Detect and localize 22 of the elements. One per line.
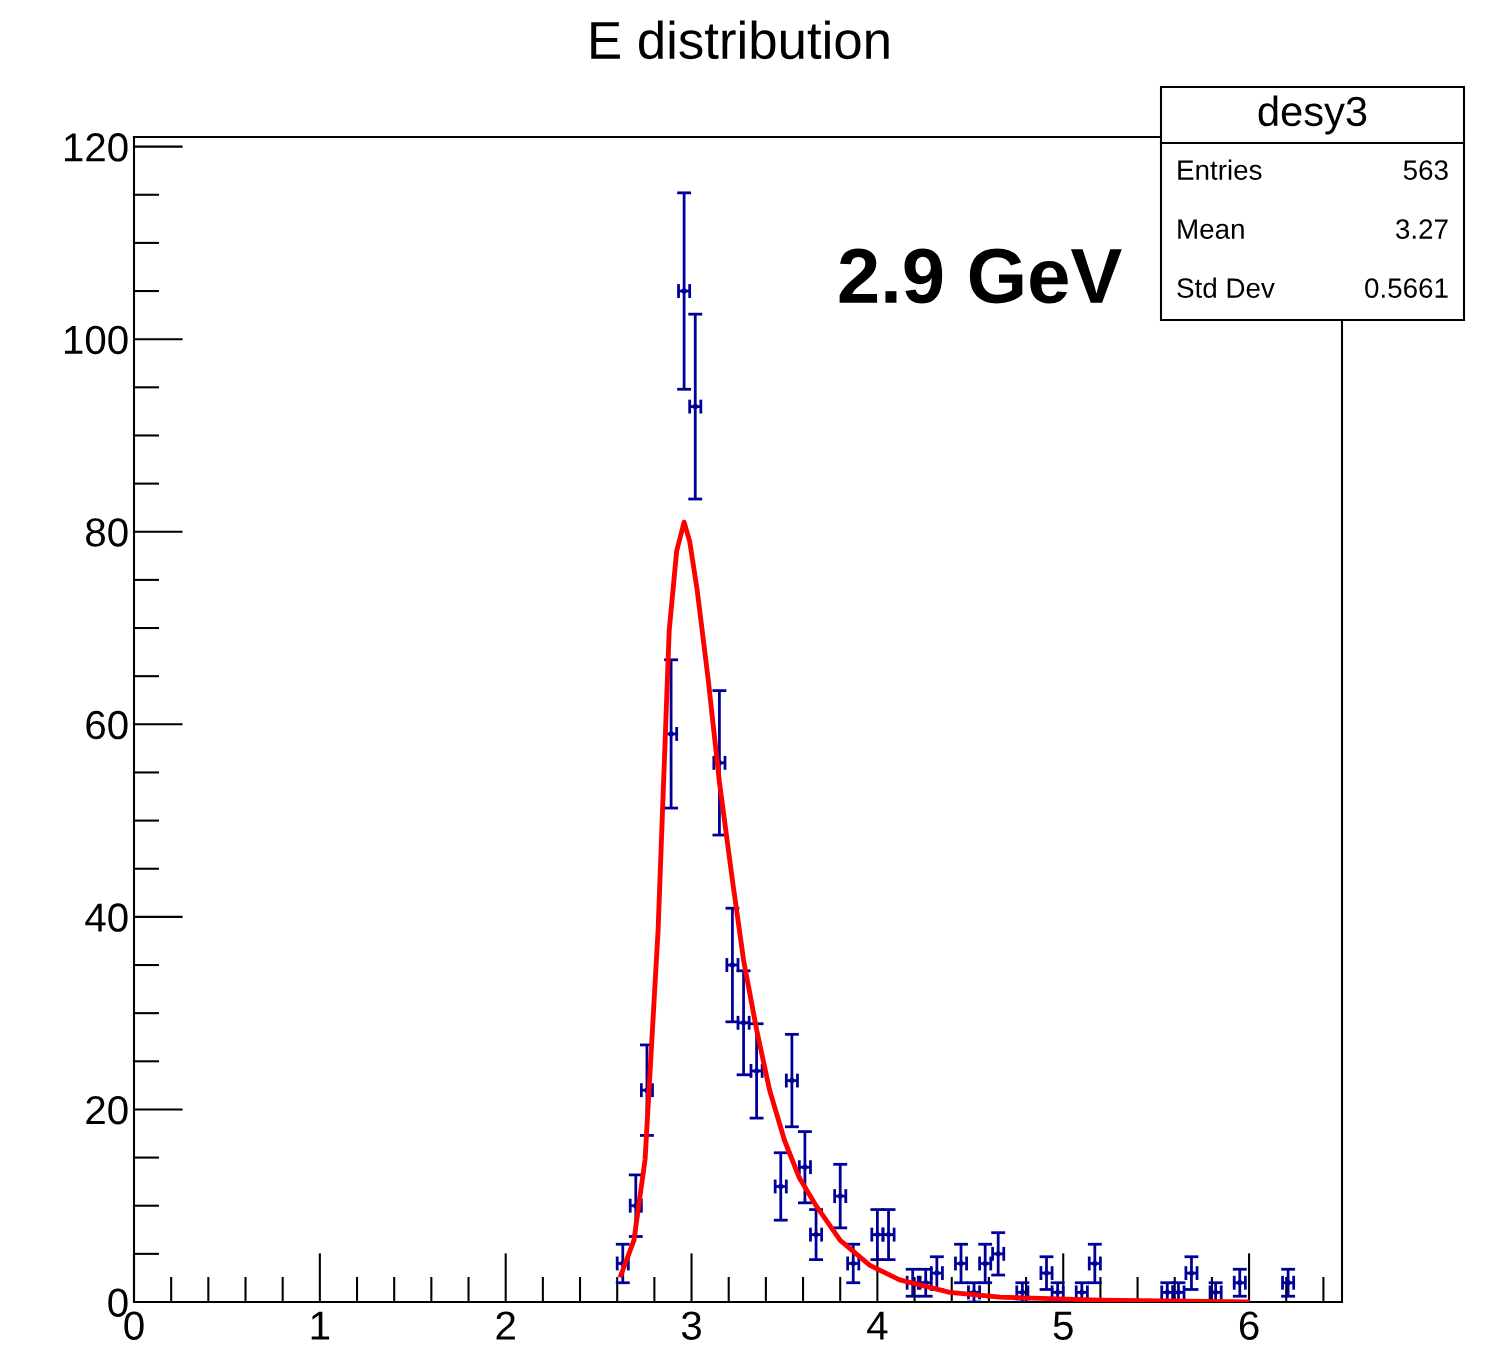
x-tick-label: 3 [681,1311,701,1340]
text: 3.27 [1395,219,1448,239]
x-tick-label: 6 [1239,1311,1259,1340]
annotation: Mean [1178,219,1244,239]
annotation: Entries [1178,159,1262,180]
y-tick-label: 40 [85,903,128,932]
chart-title: E distribution [591,20,889,60]
x-tick-label: 4 [867,1311,888,1340]
line-series [618,519,1250,1302]
text: desy3 [1258,95,1367,135]
x-tick-label: 5 [1053,1311,1073,1340]
text: 563 [1403,160,1448,180]
y-tick-label: 20 [86,1095,128,1125]
y-tick-label: 120 [65,133,128,162]
y-tick-label: 60 [86,710,128,740]
annotation: Std Dev [1177,277,1275,298]
x-tick-label: 2 [496,1311,515,1340]
y-tick-label: 100 [65,325,128,355]
x-tick-label: 1 [311,1311,330,1340]
annotation: 2.9 GeV [839,248,1122,304]
text: 0.5661 [1365,278,1448,298]
y-tick-label: 80 [86,518,128,547]
